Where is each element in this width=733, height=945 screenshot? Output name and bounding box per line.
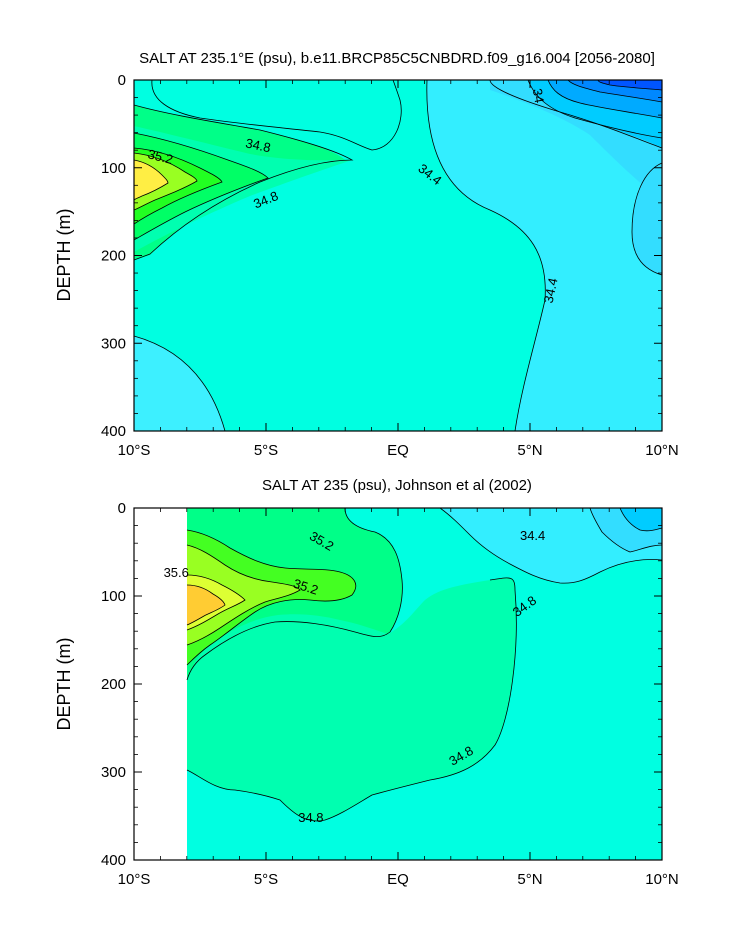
bottom-axes: 10°S 5°S EQ 5°N 10°N 0 100 200 300 400 (101, 500, 679, 888)
bottom-y-tick-label: 0 (118, 500, 126, 517)
top-x-tick-label: EQ (387, 442, 409, 459)
top-y-tick-label: 100 (101, 160, 126, 177)
bottom-x-tick-label: 10°N (645, 871, 679, 888)
top-x-tick-label: 10°N (645, 442, 679, 459)
top-y-axis-label: DEPTH (m) (54, 209, 74, 302)
top-contour-fill (134, 62, 662, 431)
top-contour-label: 34.4 (541, 277, 561, 305)
bottom-contour-label: 35.6 (164, 565, 189, 580)
top-y-tick-label: 300 (101, 335, 126, 352)
top-axes: 10°S 5°S EQ 5°N 10°N 0 100 200 300 400 (101, 72, 679, 459)
top-y-tick-label: 400 (101, 423, 126, 440)
top-panel: SALT AT 235.1°E (psu), b.e11.BRCP85C5CNB… (54, 50, 679, 459)
top-x-tick-label: 10°S (118, 442, 151, 459)
bottom-panel-title: SALT AT 235 (psu), Johnson et al (2002) (262, 477, 532, 494)
bottom-panel: SALT AT 235 (psu), Johnson et al (2002) … (54, 477, 679, 888)
bottom-x-tick-label: 10°S (118, 871, 151, 888)
bottom-contour-fill (187, 508, 662, 860)
bottom-contour-label: 34.4 (520, 528, 545, 543)
bottom-contour-label: 34.8 (298, 810, 323, 825)
top-y-tick-label: 200 (101, 248, 126, 265)
bottom-contour-label: 35.2 (291, 576, 320, 598)
top-contour-label: 34.8 (244, 135, 272, 155)
bottom-x-tick-label: EQ (387, 871, 409, 888)
top-x-tick-label: 5°N (517, 442, 542, 459)
top-contour-lines (133, 79, 663, 432)
top-y-tick-label: 0 (118, 72, 126, 89)
bottom-x-tick-label: 5°S (254, 871, 278, 888)
bottom-y-tick-label: 400 (101, 852, 126, 869)
top-contour-label: 35.2 (146, 146, 174, 167)
bottom-y-axis-label: DEPTH (m) (54, 638, 74, 731)
bottom-contour-labels: 35.235.635.234.434.834.834.8 (164, 528, 546, 825)
bottom-contour-lines (186, 507, 663, 822)
bottom-y-tick-label: 300 (101, 764, 126, 781)
bottom-y-tick-label: 200 (101, 676, 126, 693)
top-x-tick-label: 5°S (254, 442, 278, 459)
bottom-y-tick-label: 100 (101, 588, 126, 605)
top-contour-label: 34 (530, 87, 547, 104)
bottom-x-tick-label: 5°N (517, 871, 542, 888)
top-panel-title: SALT AT 235.1°E (psu), b.e11.BRCP85C5CNB… (139, 50, 655, 67)
